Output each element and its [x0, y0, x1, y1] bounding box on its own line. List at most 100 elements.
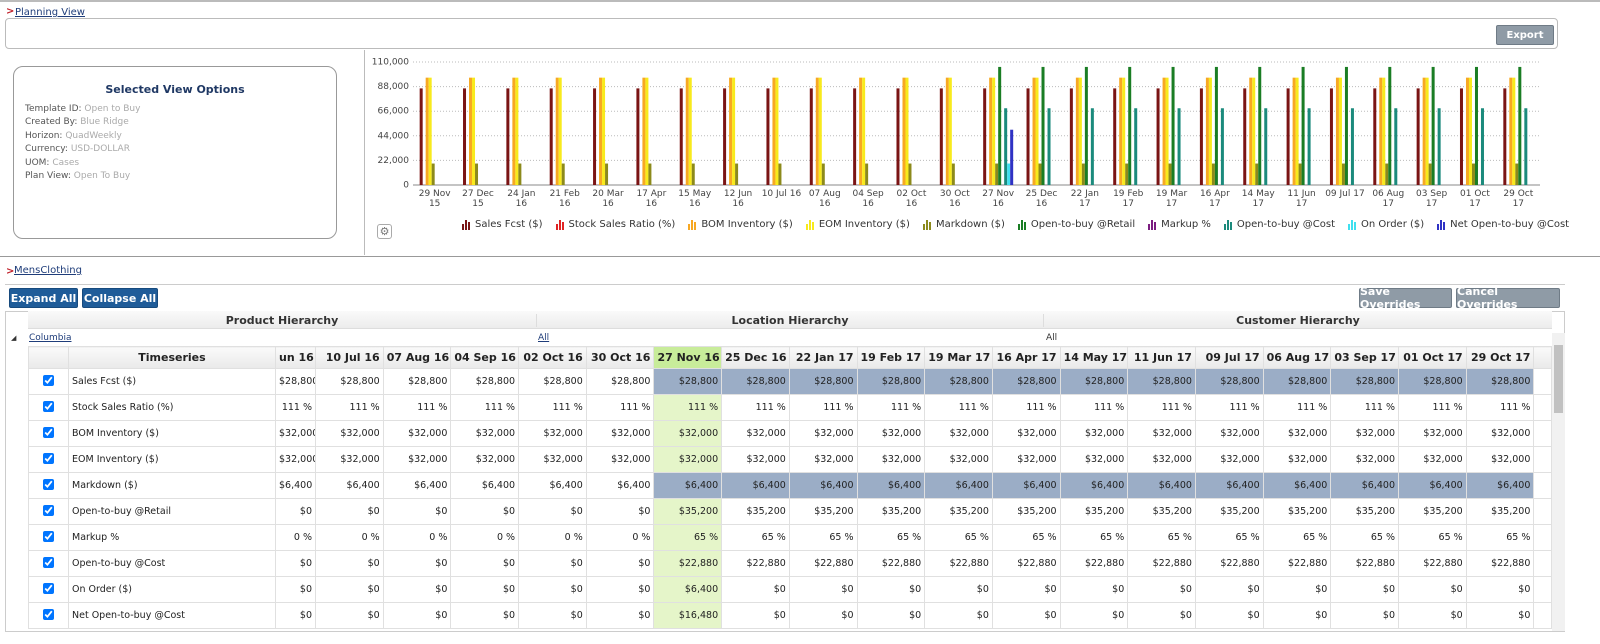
- cell: 65 %: [1262, 524, 1332, 551]
- x-tick-label: 06 Aug 17: [1372, 189, 1405, 209]
- cell: $0: [275, 498, 316, 525]
- row-name: Open-to-buy @Retail: [68, 498, 276, 525]
- collapse-toggle[interactable]: ◢: [11, 334, 17, 342]
- hierarchy-title: Location Hierarchy: [536, 314, 1043, 327]
- location-value[interactable]: All: [538, 333, 550, 343]
- collapse-all-button[interactable]: Collapse All: [82, 288, 158, 308]
- column-header: 11 Jun 17: [1127, 346, 1196, 369]
- cell: $6,400: [1127, 472, 1196, 499]
- legend-icon-bar: [1154, 221, 1157, 230]
- expand-all-button[interactable]: Expand All: [9, 288, 78, 308]
- legend-icon-bar: [1023, 221, 1026, 230]
- bar: [1243, 88, 1247, 185]
- cell: 65 %: [1465, 524, 1535, 551]
- bar: [1350, 108, 1354, 185]
- cell: $32,000: [450, 446, 520, 473]
- cell: $35,200: [1465, 498, 1535, 525]
- bar: [602, 77, 606, 185]
- x-tick-label: 01 Oct 17: [1460, 189, 1490, 209]
- column-header: 06 Aug 17: [1262, 346, 1332, 369]
- legend-label: Sales Fcst ($): [475, 219, 543, 230]
- y-tick-label: 88,000: [378, 82, 410, 92]
- legend-item: Stock Sales Ratio (%): [555, 219, 676, 230]
- checkbox[interactable]: [43, 478, 54, 490]
- x-tick-label: 21 Feb 16: [549, 189, 580, 209]
- cell: $0: [275, 576, 316, 603]
- y-tick-label: 66,000: [378, 107, 410, 117]
- checkbox[interactable]: [43, 426, 54, 438]
- checkbox-cell: [28, 550, 69, 577]
- cell: [1533, 524, 1552, 551]
- checkbox[interactable]: [43, 504, 54, 516]
- cell: $32,000: [1330, 446, 1399, 473]
- planning-view-link[interactable]: Planning View: [15, 7, 85, 18]
- cell: $0: [275, 550, 316, 577]
- checkbox[interactable]: [43, 608, 54, 620]
- cell: $35,200: [788, 498, 858, 525]
- bar: [1373, 88, 1377, 185]
- cell: 111 %: [315, 394, 384, 421]
- section-link[interactable]: MensClothing: [14, 265, 82, 276]
- field: Plan View: Open To Buy: [25, 170, 336, 183]
- bar: [1425, 77, 1429, 185]
- column-header: 07 Aug 16: [382, 346, 452, 369]
- legend-icon-bar: [805, 223, 808, 230]
- checkbox[interactable]: [43, 374, 54, 386]
- cell: $0: [382, 498, 452, 525]
- bar: [1518, 66, 1522, 185]
- bar: [1416, 88, 1420, 185]
- cell: $6,400: [1059, 472, 1129, 499]
- cell: $32,000: [721, 446, 790, 473]
- cell: $0: [585, 602, 655, 629]
- product-value[interactable]: Columbia: [29, 333, 72, 343]
- cell: $6,400: [721, 472, 790, 499]
- save-overrides-button[interactable]: Save Overrides: [1359, 285, 1452, 311]
- checkbox[interactable]: [43, 582, 54, 594]
- cell: 65 %: [856, 524, 926, 551]
- cell: $32,000: [518, 446, 587, 473]
- cell: $6,400: [275, 472, 316, 499]
- legend-icon: [1437, 219, 1446, 230]
- cell: $6,400: [1398, 472, 1467, 499]
- field-list: Template ID: Open to Buy Created By: Blue…: [25, 103, 336, 183]
- legend-label: Net Open-to-buy @Cost: [1450, 219, 1570, 230]
- cell: $28,800: [1059, 368, 1129, 395]
- cell: $32,000: [721, 420, 790, 447]
- column-header: 09 Jul 17: [1194, 346, 1264, 369]
- cell: 65 %: [991, 524, 1061, 551]
- cell: 111 %: [1330, 394, 1399, 421]
- scroll-thumb[interactable]: [1554, 345, 1563, 413]
- column-header: 29 Oct 17: [1465, 346, 1535, 369]
- bar: [723, 88, 727, 185]
- settings-icon[interactable]: ⚙: [377, 224, 392, 239]
- export-button[interactable]: Export: [1496, 25, 1554, 45]
- cell: $35,200: [1262, 498, 1332, 525]
- checkbox[interactable]: [43, 530, 54, 542]
- legend-item: Open-to-buy @Retail: [1017, 219, 1135, 230]
- legend-icon-bar: [925, 219, 928, 230]
- legend-label: Stock Sales Ratio (%): [568, 219, 676, 230]
- cancel-overrides-button[interactable]: Cancel Overrides: [1456, 285, 1560, 311]
- checkbox[interactable]: [43, 556, 54, 568]
- bar: [648, 163, 652, 185]
- bar: [1078, 77, 1082, 185]
- cell: 111 %: [1127, 394, 1196, 421]
- header-cell: [28, 346, 69, 369]
- column-header: 10 Jul 16: [315, 346, 384, 369]
- bar: [593, 88, 597, 185]
- bar: [1258, 66, 1262, 185]
- column-header: 01 Oct 17: [1398, 346, 1467, 369]
- bar: [1113, 88, 1117, 185]
- checkbox[interactable]: [43, 452, 54, 464]
- bar: [1301, 66, 1305, 185]
- bar: [1165, 77, 1169, 185]
- divider: [364, 50, 365, 255]
- legend-item: Sales Fcst ($): [462, 219, 543, 230]
- x-tick-label: 11 Jun 17: [1287, 189, 1316, 209]
- x-tick-label: 12 Jun 16: [723, 189, 753, 209]
- checkbox[interactable]: [43, 400, 54, 412]
- cell: $32,000: [275, 420, 316, 447]
- cell: $28,800: [1127, 368, 1196, 395]
- cell: $32,000: [1330, 420, 1399, 447]
- x-tick-label: 27 Dec 15: [462, 189, 494, 209]
